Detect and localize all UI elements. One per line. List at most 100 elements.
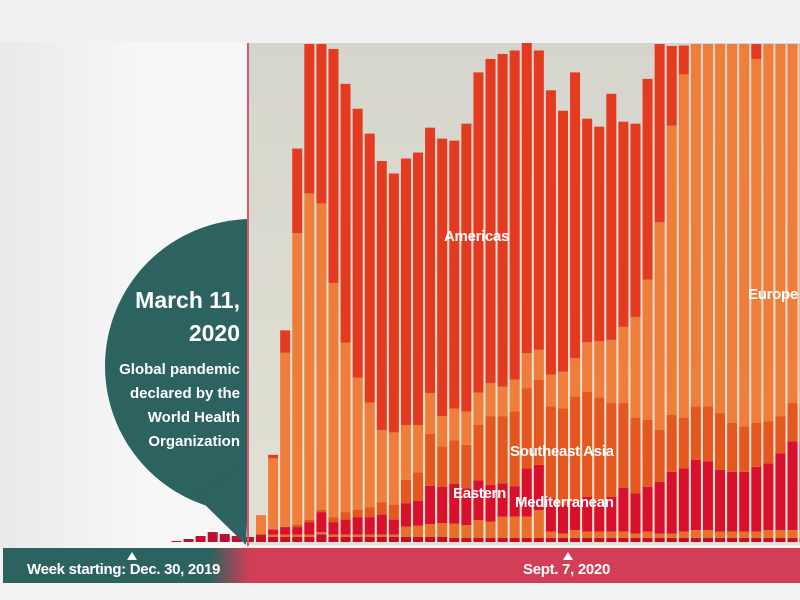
bar-segment-eu [727, 44, 738, 423]
bar-segment-af [545, 531, 556, 539]
bar-segment-am [268, 454, 279, 459]
callout-text: March 11, 2020 Global pandemic declared … [119, 284, 240, 454]
time-axis-bar: Week starting: Dec. 30, 2019 Sept. 7, 20… [3, 548, 800, 583]
bar-segment-wp [727, 538, 738, 542]
bar-segment-wp [364, 537, 375, 542]
bar-segment-af [787, 530, 798, 539]
bar-segment-wp [352, 537, 363, 542]
callout-desc-line: Organization [148, 433, 240, 450]
bar-segment-wp [509, 538, 520, 542]
bar-segment-em [787, 441, 798, 531]
bar-segment-eu [340, 342, 351, 513]
bar-segment-af [268, 534, 279, 538]
bar-segment-wp [485, 538, 496, 542]
bar-segment-af [316, 532, 327, 535]
bar-segment-sea [727, 422, 738, 472]
bar-segment-wp [280, 537, 291, 542]
bar-segment-af [388, 534, 399, 538]
bar-segment-em [739, 471, 750, 532]
bar-segment-am [328, 48, 339, 284]
bar-segment-em [690, 459, 701, 531]
bar-segment-wp [606, 538, 617, 542]
bar-segment-em [666, 471, 677, 534]
bar-segment-sea [606, 403, 617, 497]
bar-segment-af [654, 533, 665, 539]
bar-segment-wp [497, 538, 508, 542]
bar-segment-sea [304, 519, 315, 523]
bar-segment-wp [654, 538, 665, 542]
bar-segment-eu [739, 44, 750, 427]
bar-segment-em [521, 468, 532, 517]
bar-segment-am [388, 173, 399, 433]
bar-segment-am [292, 148, 303, 234]
bar-segment-af [473, 520, 484, 539]
bar-segment-am [558, 110, 568, 372]
bar-segment-em [352, 517, 363, 535]
bar-segment-sea [690, 406, 701, 460]
bar-segment-em [702, 461, 713, 531]
bar-segment-em [400, 503, 411, 527]
bar-segment-em [533, 464, 544, 511]
bar-segment-eu [715, 44, 726, 414]
bar-segment-em [316, 512, 327, 533]
bar-segment-af [690, 530, 701, 539]
bar-segment-sea [763, 421, 774, 464]
bar-segment-eu [594, 341, 605, 398]
bar-segment-af [449, 523, 460, 539]
bar-segment-sea [364, 507, 375, 518]
bar-segment-am [461, 123, 472, 412]
bar-segment-am [352, 108, 363, 378]
bar-segment-sea [509, 411, 520, 487]
bar-segment-wp [437, 537, 448, 542]
bar-segment-wp [594, 538, 605, 542]
bar-segment-sea [751, 422, 762, 467]
bar-segment-wp [787, 538, 798, 542]
bar-segment-am [509, 50, 520, 380]
bar-segment-sea [618, 403, 629, 488]
bar-segment-af [509, 516, 520, 539]
bar-segment-em [606, 496, 617, 532]
bar-segment-wp [231, 536, 242, 542]
bar-segment-em [304, 522, 315, 535]
bar-segment-em [413, 500, 424, 526]
bar-segment-em [437, 486, 448, 524]
bar-segment-eu [497, 386, 508, 417]
bar-segment-eu [304, 193, 315, 520]
bar-segment-em [497, 483, 508, 517]
bar-segment-em [388, 519, 399, 535]
bar-segment-em [340, 519, 351, 535]
bar-segment-wp [376, 537, 387, 542]
bar-segment-af [582, 531, 593, 539]
bar-segment-sea [702, 406, 713, 462]
triangle-marker-icon [563, 552, 573, 560]
bar-segment-am [630, 123, 641, 317]
bar-segment-eu [376, 429, 387, 503]
bar-segment-wp [473, 538, 484, 542]
bar-segment-sea [775, 416, 786, 454]
bar-segment-eu [666, 125, 677, 416]
bar-segment-sea [400, 479, 411, 504]
bar-segment-wp [666, 538, 677, 542]
bar-segment-em [292, 527, 303, 535]
bar-segment-eu [545, 374, 556, 407]
bar-segment-af [340, 534, 351, 538]
bar-segment-am [376, 161, 387, 430]
bar-segment-sea [497, 416, 508, 484]
bar-segment-wp [715, 538, 726, 542]
bar-segment-eu [485, 383, 496, 417]
bar-segment-sea [678, 417, 689, 469]
bar-segment-eu [388, 432, 399, 505]
bar-segment-af [533, 510, 544, 539]
bar-segment-am [400, 158, 411, 425]
bar-segment-am [280, 330, 291, 353]
bar-segment-em [570, 501, 581, 531]
bar-segment-am [316, 44, 327, 204]
bar-segment-eu [690, 44, 701, 407]
bar-segment-em [630, 493, 641, 534]
bar-segment-af [376, 534, 387, 538]
bar-segment-sea [666, 415, 677, 472]
bar-segment-sea [642, 419, 653, 487]
bar-segment-wp [388, 537, 399, 542]
top-band [0, 0, 800, 42]
label-americas: Americas [444, 228, 510, 245]
